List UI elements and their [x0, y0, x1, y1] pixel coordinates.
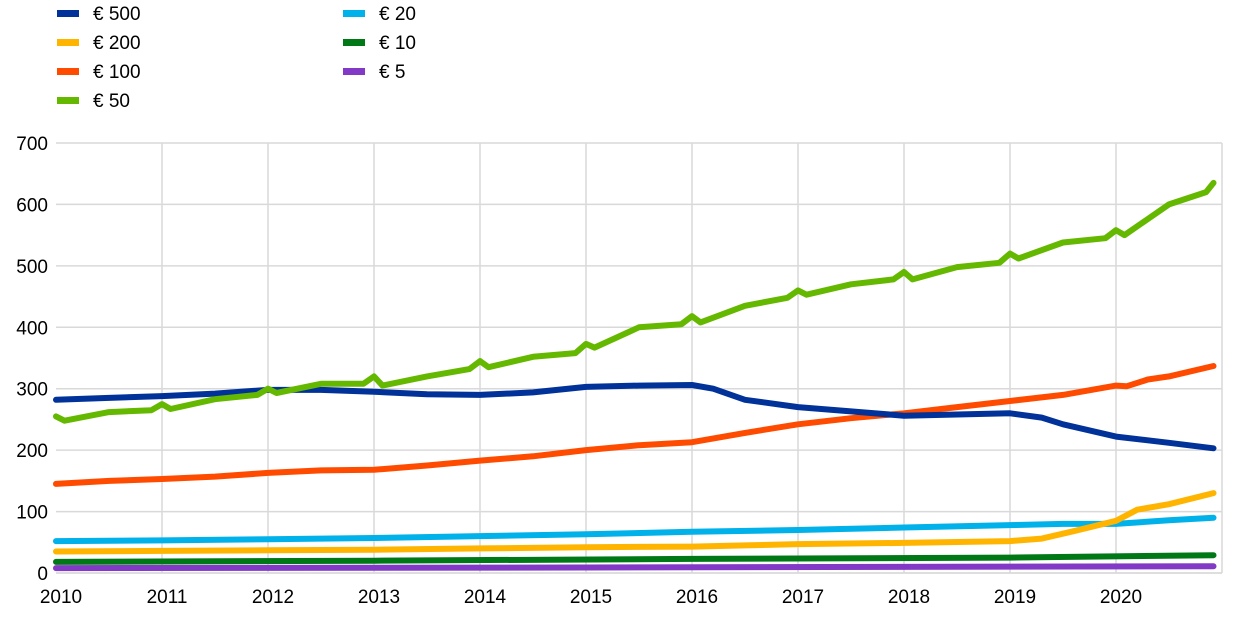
- y-tick-label: 0: [37, 564, 48, 585]
- x-tick-label: 2019: [994, 587, 1036, 608]
- legend-swatch: [57, 39, 79, 46]
- legend-swatch: [57, 97, 79, 104]
- legend-label: € 500: [93, 4, 141, 25]
- y-tick-label: 200: [16, 441, 48, 462]
- y-tick-label: 500: [16, 257, 48, 278]
- series-line-200: [53, 490, 1217, 555]
- series-line-50: [53, 179, 1217, 424]
- series-lines: [53, 179, 1217, 572]
- x-tick-label: 2016: [676, 587, 718, 608]
- x-tick-label: 2011: [147, 587, 188, 608]
- y-tick-label: 300: [16, 380, 48, 401]
- y-tick-label: 700: [16, 134, 48, 155]
- x-tick-label: 2020: [1100, 587, 1142, 608]
- legend-label: € 50: [93, 91, 130, 112]
- x-axis: 2010 2011 2012 2013 2014 2015 2016 2017 2018 2019…: [40, 587, 1142, 608]
- x-tick-label: 2014: [464, 587, 507, 608]
- x-tick-label: 2010: [40, 587, 82, 608]
- legend-swatch: [343, 68, 365, 75]
- legend-swatch: [57, 68, 79, 75]
- y-axis: 0 100 200 300 400 500 600 700: [16, 134, 48, 585]
- grid: [56, 142, 1223, 574]
- legend-swatch: [343, 10, 365, 17]
- x-tick-label: 2012: [252, 587, 294, 608]
- legend-swatch: [343, 39, 365, 46]
- y-tick-label: 100: [16, 503, 48, 524]
- legend-label: € 100: [93, 62, 141, 83]
- series-line-10: [53, 552, 1217, 565]
- x-tick-label: 2017: [782, 587, 824, 608]
- legend-label: € 20: [379, 4, 416, 25]
- series-line-5: [53, 563, 1217, 572]
- series-line-100: [53, 363, 1217, 487]
- legend-label: € 5: [379, 62, 405, 83]
- x-tick-label: 2018: [888, 587, 930, 608]
- y-tick-label: 600: [16, 195, 48, 216]
- x-tick-label: 2013: [358, 587, 400, 608]
- x-tick-label: 2015: [570, 587, 612, 608]
- series-line-500: [53, 382, 1217, 452]
- legend-swatch: [57, 10, 79, 17]
- y-tick-label: 400: [16, 318, 48, 339]
- legend: € 500 € 200 € 100 € 50 € 20 € 10 € 5: [57, 4, 416, 112]
- legend-label: € 10: [379, 33, 416, 54]
- legend-label: € 200: [93, 33, 141, 54]
